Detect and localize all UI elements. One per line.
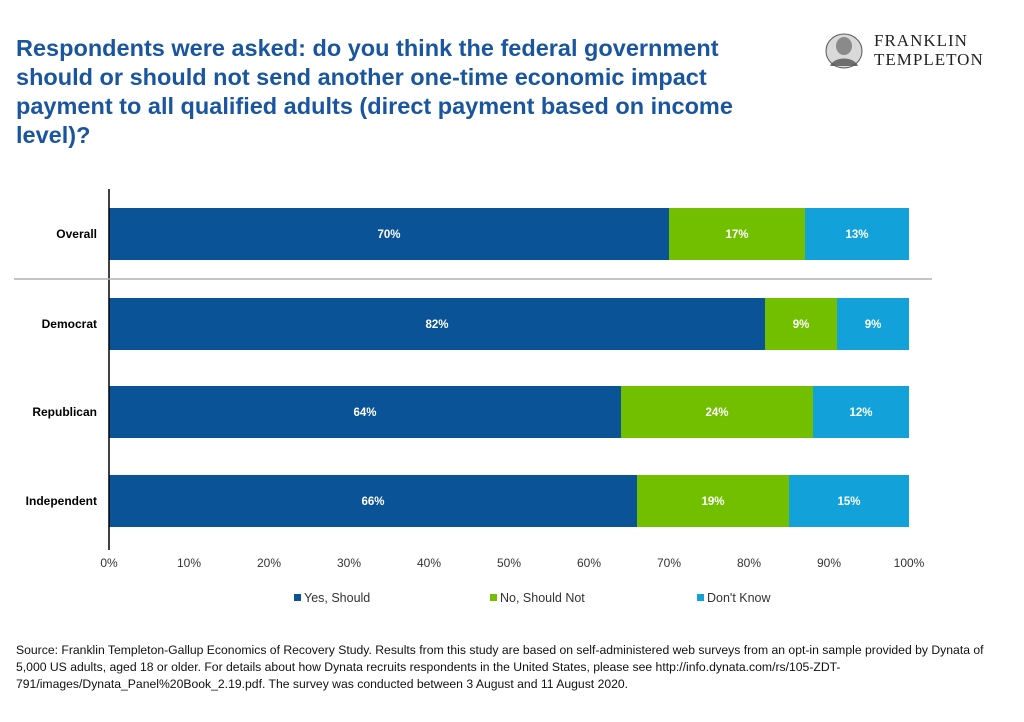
bar-segment [837,298,909,350]
bar-segment [669,208,805,260]
x-tick-label: 40% [417,556,441,570]
x-tick-label: 70% [657,556,681,570]
data-label: 64% [353,407,376,419]
data-label: 12% [849,407,872,419]
category-label: Overall [56,227,97,241]
x-tick-label: 50% [497,556,521,570]
x-tick-label: 60% [577,556,601,570]
bars-layer [109,208,909,527]
bar-segment [109,386,621,438]
legend-swatch [490,594,497,601]
logo-line-1: FRANKLIN [874,31,968,50]
legend-label: Yes, Should [304,591,370,605]
bar-segment [621,386,813,438]
x-tick-label: 30% [337,556,361,570]
x-tick-label: 100% [894,556,925,570]
logo-line-2: TEMPLETON [874,50,984,69]
bar-segment [109,298,765,350]
portrait-icon [825,33,863,69]
chart-title: Respondents were asked: do you think the… [16,35,733,148]
category-labels-layer: Overall Democrat Republican Independent [26,227,97,508]
data-labels-layer: 70% 17% 13% 82% 9% 9% 64% 24% 12% 66% 19% 15% [353,229,881,508]
x-tick-label: 10% [177,556,201,570]
bar-segment [789,475,909,527]
bar-segment [813,386,909,438]
data-label: 19% [701,496,724,508]
data-label: 82% [425,319,448,331]
category-label: Independent [26,494,97,508]
data-label: 66% [361,496,384,508]
x-tick-label: 90% [817,556,841,570]
data-label: 24% [705,407,728,419]
data-label: 15% [837,496,860,508]
data-label: 9% [865,319,882,331]
x-tick-label: 0% [100,556,118,570]
data-label: 70% [377,229,400,241]
legend-label: No, Should Not [500,591,585,605]
bar-segment [765,298,837,350]
data-label: 13% [845,229,868,241]
x-tick-label: 80% [737,556,761,570]
bar-segment [637,475,789,527]
legend-label: Don't Know [707,591,772,605]
x-tick-label: 20% [257,556,281,570]
bar-segment [109,475,637,527]
bar-segment [109,208,669,260]
franklin-templeton-logo: FRANKLIN TEMPLETON [824,30,1014,74]
category-label: Republican [32,405,97,419]
stacked-bar-chart: 70% 17% 13% 82% 9% 9% 64% 24% 12% 66% 19% 15% Overa… [14,189,932,605]
data-label: 9% [793,319,810,331]
category-label: Democrat [42,317,97,331]
source-note: Source: Franklin Templeton-Gallup Econom… [16,643,984,691]
legend: Yes, Should No, Should Not Don't Know [294,591,772,605]
data-label: 17% [725,229,748,241]
x-axis-ticks-layer: 0% 10% 20% 30% 40% 50% 60% 70% 80% 90% 100% [100,556,924,570]
legend-swatch [697,594,704,601]
bar-segment [805,208,909,260]
legend-swatch [294,594,301,601]
